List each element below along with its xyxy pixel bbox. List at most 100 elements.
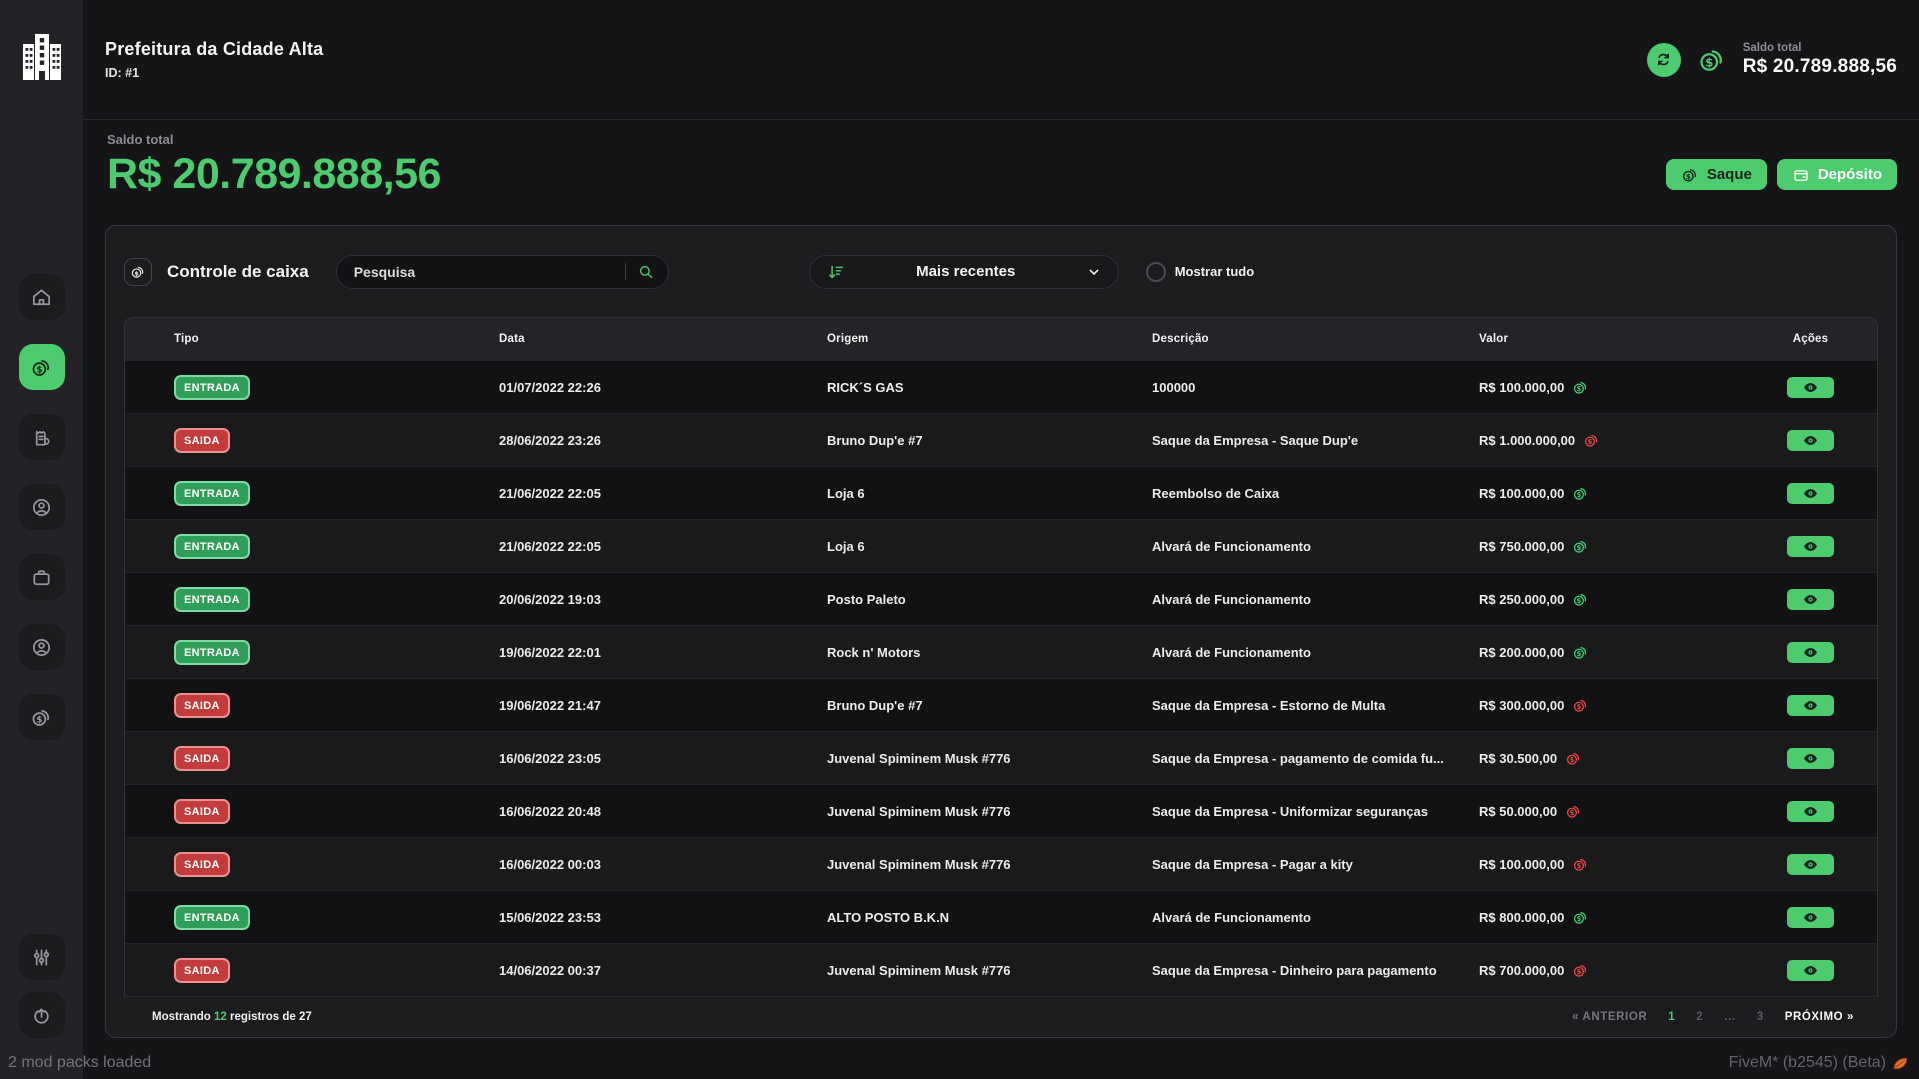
transaction-date: 28/06/2022 23:26 [499, 433, 827, 448]
next-page-button[interactable]: PRÓXIMO » [1785, 1011, 1854, 1023]
wallet-icon [1792, 166, 1810, 184]
transaction-date: 15/06/2022 23:53 [499, 910, 827, 925]
view-transaction-button[interactable] [1787, 642, 1834, 663]
view-transaction-button[interactable] [1787, 589, 1834, 610]
eye-icon [1802, 697, 1819, 714]
user-icon [30, 496, 53, 519]
transaction-description: Saque da Empresa - Pagar a kity [1152, 857, 1479, 872]
coin-icon: $ [1572, 962, 1589, 979]
transaction-value: R$ 800.000,00 [1479, 910, 1564, 925]
view-transaction-button[interactable] [1787, 748, 1834, 769]
view-transaction-button[interactable] [1787, 536, 1834, 557]
balance-label: Saldo total [107, 132, 441, 147]
page-number[interactable]: 2 [1696, 1011, 1703, 1023]
view-transaction-button[interactable] [1787, 801, 1834, 822]
table-row: SAIDA16/06/2022 00:03Juvenal Spiminem Mu… [125, 837, 1877, 890]
transaction-type-badge: SAIDA [174, 852, 230, 877]
view-transaction-button[interactable] [1787, 430, 1834, 451]
svg-text:$: $ [36, 715, 42, 725]
view-transaction-button[interactable] [1787, 854, 1834, 875]
page-number[interactable]: ... [1724, 1011, 1735, 1023]
col-origem: Origem [827, 333, 1152, 345]
eye-icon [1802, 856, 1819, 873]
showing-count: 12 [214, 1011, 227, 1023]
transaction-date: 19/06/2022 22:01 [499, 645, 827, 660]
coin-icon: $ [1572, 644, 1589, 661]
table-header-row: Tipo Data Origem Descrição Valor Ações [125, 318, 1877, 360]
svg-text:$: $ [1577, 703, 1582, 711]
transaction-origin: Bruno Dup'e #7 [827, 698, 1152, 713]
coins-icon: $ [30, 706, 53, 729]
table-row: ENTRADA21/06/2022 22:05Loja 6Alvará de F… [125, 519, 1877, 572]
col-data: Data [499, 333, 827, 345]
eye-icon [1802, 750, 1819, 767]
deposit-button[interactable]: Depósito [1777, 159, 1897, 190]
svg-text:$: $ [1577, 597, 1582, 605]
sidebar-item-home[interactable] [19, 274, 65, 320]
coin-icon: $ [1572, 538, 1589, 555]
col-acoes: Ações [1793, 333, 1829, 345]
cash-control-panel: $ Controle de caixa Mais recentes Mostra… [105, 225, 1897, 1038]
transaction-date: 14/06/2022 00:37 [499, 963, 827, 978]
table-row: SAIDA28/06/2022 23:26Bruno Dup'e #7Saque… [125, 413, 1877, 466]
show-all-radio[interactable] [1146, 262, 1166, 282]
svg-text:$: $ [1577, 650, 1582, 658]
sidebar-item-briefcase[interactable] [19, 554, 65, 600]
withdraw-button[interactable]: $ Saque [1666, 159, 1767, 190]
records-summary: Mostrando 12 registros de 27 [152, 1011, 312, 1023]
view-transaction-button[interactable] [1787, 377, 1834, 398]
sliders-icon [30, 946, 53, 969]
transaction-origin: Juvenal Spiminem Musk #776 [827, 857, 1152, 872]
transaction-type-badge: ENTRADA [174, 640, 250, 665]
sidebar-item-finance[interactable]: $ [19, 694, 65, 740]
sidebar-item-cash-control[interactable]: $ [19, 344, 65, 390]
sidebar-item-exit[interactable] [19, 992, 65, 1038]
sidebar-item-receipts[interactable] [19, 414, 65, 460]
page-title: Prefeitura da Cidade Alta [105, 39, 323, 60]
search-input[interactable] [354, 264, 625, 280]
sidebar-item-settings[interactable] [19, 934, 65, 980]
transaction-origin: Bruno Dup'e #7 [827, 433, 1152, 448]
previous-page-button[interactable]: « ANTERIOR [1572, 1011, 1647, 1023]
refresh-button[interactable] [1647, 43, 1681, 77]
org-identity: Prefeitura da Cidade Alta ID: #1 [105, 39, 323, 80]
sort-dropdown[interactable]: Mais recentes [809, 255, 1119, 289]
transaction-description: Saque da Empresa - Uniformizar segurança… [1152, 804, 1479, 819]
chevron-down-icon [1086, 264, 1102, 280]
page-number[interactable]: 3 [1757, 1011, 1764, 1023]
page-number[interactable]: 1 [1668, 1011, 1675, 1023]
transaction-description: Saque da Empresa - Saque Dup'e [1152, 433, 1479, 448]
show-all-toggle[interactable]: Mostrar tudo [1146, 262, 1254, 282]
view-transaction-button[interactable] [1787, 483, 1834, 504]
transaction-description: 100000 [1152, 380, 1479, 395]
eye-icon [1802, 432, 1819, 449]
view-transaction-button[interactable] [1787, 907, 1834, 928]
transaction-type-badge: SAIDA [174, 746, 230, 771]
col-descricao: Descrição [1152, 333, 1479, 345]
table-row: ENTRADA20/06/2022 19:03Posto PaletoAlvar… [125, 572, 1877, 625]
table-row: SAIDA19/06/2022 21:47Bruno Dup'e #7Saque… [125, 678, 1877, 731]
home-icon [30, 286, 53, 309]
svg-text:$: $ [1705, 55, 1713, 69]
sidebar-item-citizens[interactable] [19, 624, 65, 670]
transaction-value: R$ 100.000,00 [1479, 486, 1564, 501]
transaction-type-badge: ENTRADA [174, 905, 250, 930]
search-icon[interactable] [637, 263, 655, 281]
transaction-value: R$ 100.000,00 [1479, 857, 1564, 872]
transaction-value: R$ 300.000,00 [1479, 698, 1564, 713]
view-transaction-button[interactable] [1787, 960, 1834, 981]
transaction-date: 20/06/2022 19:03 [499, 592, 827, 607]
transaction-value: R$ 100.000,00 [1479, 380, 1564, 395]
withdraw-button-label: Saque [1707, 166, 1752, 183]
panel-header: $ Controle de caixa Mais recentes Mostra… [106, 226, 1896, 317]
eye-icon [1802, 485, 1819, 502]
transaction-description: Alvará de Funcionamento [1152, 910, 1479, 925]
transaction-origin: Juvenal Spiminem Musk #776 [827, 963, 1152, 978]
svg-text:$: $ [1570, 756, 1575, 764]
view-transaction-button[interactable] [1787, 695, 1834, 716]
transaction-type-badge: ENTRADA [174, 375, 250, 400]
transaction-value: R$ 1.000.000,00 [1479, 433, 1575, 448]
table-footer: Mostrando 12 registros de 27 « ANTERIOR … [124, 996, 1878, 1037]
sidebar-item-employees[interactable] [19, 484, 65, 530]
transaction-origin: RICK´S GAS [827, 380, 1152, 395]
